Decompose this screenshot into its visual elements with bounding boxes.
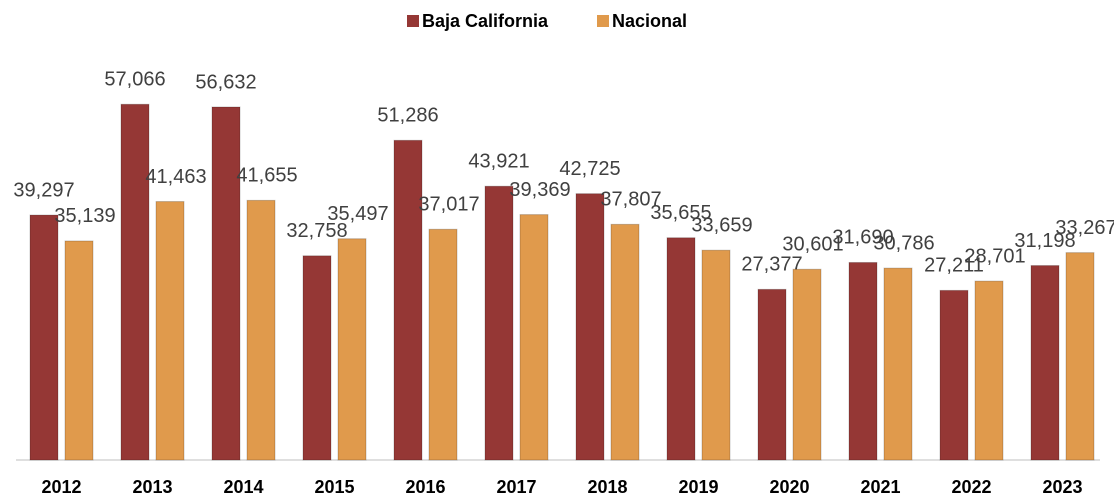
x-tick-label: 2020 [769,477,809,497]
bar [701,249,731,461]
bar [1065,252,1095,461]
value-label: 37,807 [600,189,661,211]
value-label: 56,632 [195,71,256,93]
x-tick-label: 2017 [496,477,536,497]
value-label: 41,655 [236,165,297,187]
bar [883,267,913,461]
bar [393,139,423,461]
bar [666,237,696,461]
bar [302,255,332,461]
bar [428,228,458,461]
value-label: 30,601 [782,234,843,256]
bar [792,268,822,461]
x-tick-label: 2022 [951,477,991,497]
value-label: 37,017 [418,194,479,216]
legend-swatch [597,15,609,27]
value-label: 33,267 [1055,217,1114,239]
bar [29,214,59,461]
x-tick-label: 2015 [314,477,354,497]
bar [120,103,150,461]
value-label: 41,463 [145,166,206,188]
value-label: 33,659 [691,214,752,236]
value-label: 31,198 [1014,230,1075,252]
bar [211,106,241,461]
value-label: 31,690 [832,227,893,249]
bar [246,199,276,461]
bar [848,261,878,461]
bar [484,185,514,461]
legend-label: Baja California [422,11,549,31]
x-tick-label: 2021 [860,477,900,497]
value-label: 27,211 [924,255,984,277]
x-tick-label: 2016 [405,477,445,497]
value-label: 35,497 [327,203,388,225]
x-tick-label: 2014 [223,477,263,497]
legend-label: Nacional [612,11,687,31]
bar [575,193,605,461]
value-label: 43,921 [468,151,529,173]
bar [610,223,640,461]
bar [1030,265,1060,461]
value-label: 42,725 [559,158,620,180]
bar [155,201,185,461]
value-label: 30,786 [873,232,934,254]
value-label: 35,655 [650,202,711,224]
x-tick-label: 2013 [132,477,172,497]
x-tick-label: 2012 [41,477,81,497]
value-label: 28,701 [964,245,1025,267]
bar [519,214,549,461]
value-label: 39,297 [13,179,74,201]
value-label: 57,066 [104,69,165,91]
bar [939,289,969,461]
bar [757,288,787,461]
x-tick-label: 2019 [678,477,718,497]
x-tick-label: 2018 [587,477,627,497]
x-tick-label: 2023 [1042,477,1082,497]
value-label: 51,286 [377,105,438,127]
value-label: 39,369 [509,179,570,201]
value-label: 32,758 [286,220,347,242]
bar [337,238,367,461]
bar [974,280,1004,461]
bar [64,240,94,461]
value-label: 35,139 [54,205,115,227]
legend-swatch [407,15,419,27]
value-label: 27,377 [741,254,802,276]
